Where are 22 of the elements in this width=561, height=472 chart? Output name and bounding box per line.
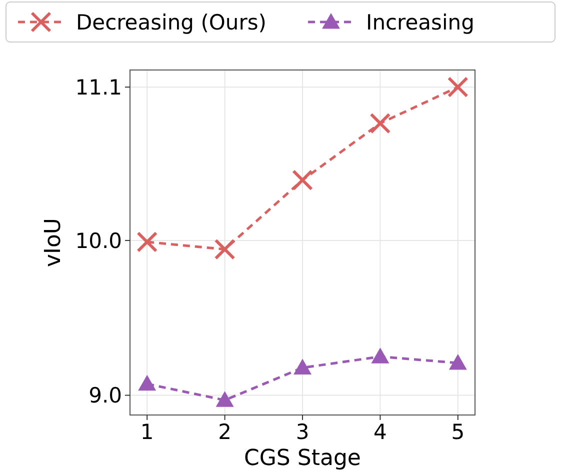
x-axis-title: CGS Stage [244,446,361,471]
point [370,112,391,134]
x-tick-label: 2 [218,420,232,444]
legend-label: Decreasing (Ours) [76,10,266,34]
point [136,231,158,252]
point [294,358,312,375]
y-axis-title: vIoU [41,218,66,268]
point [216,391,234,407]
y-tick-label: 9.0 [88,384,122,408]
x-tick-label: 5 [451,420,465,444]
point [448,354,467,370]
point [371,348,390,364]
point [447,76,468,98]
x-tick-label: 4 [374,420,387,444]
legend-label: Increasing [366,10,474,34]
y-tick-label: 10.0 [75,228,122,253]
point [214,238,236,260]
point [138,374,156,391]
point [292,170,313,191]
y-tick-label: 11.1 [75,75,122,100]
x-tick-label: 3 [296,420,310,444]
x-tick-label: 1 [140,420,154,444]
